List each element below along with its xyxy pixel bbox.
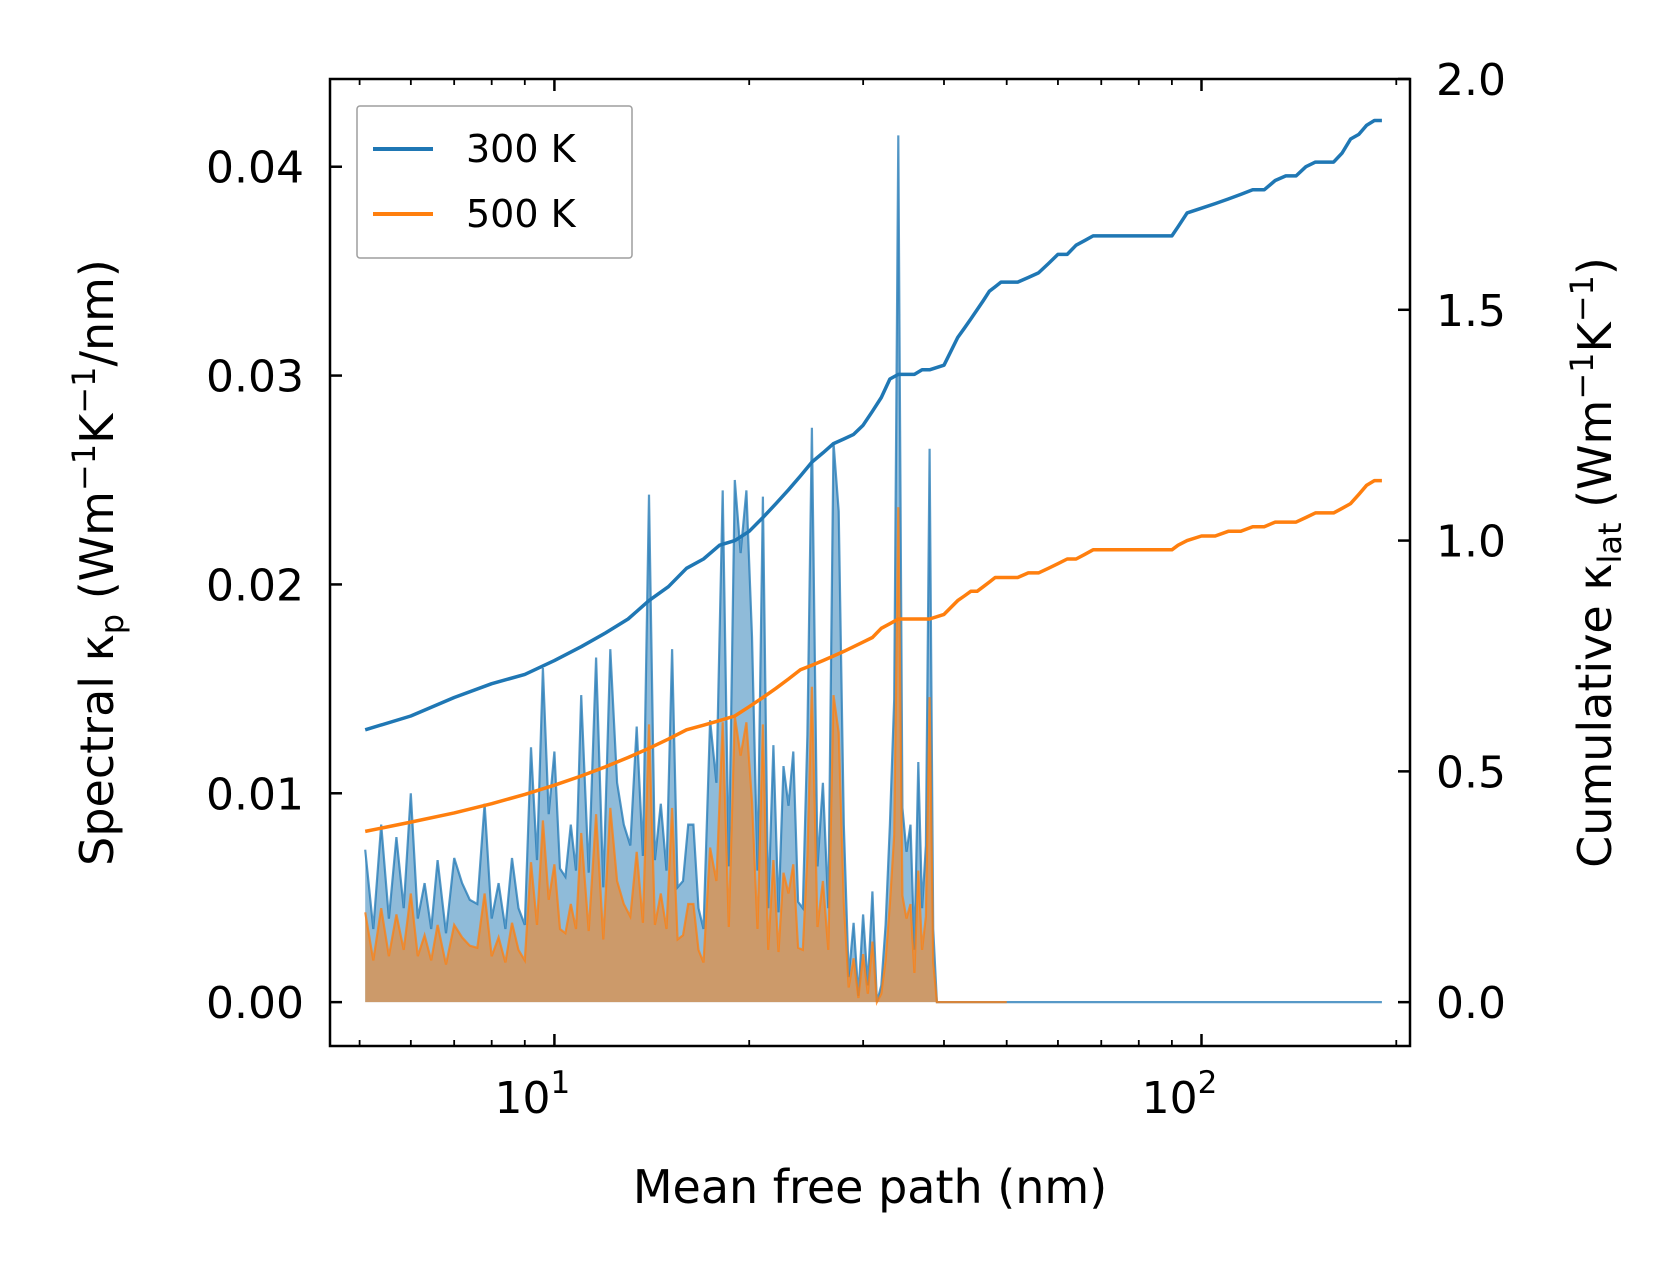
- y-right-tick-label: 2.0: [1436, 55, 1506, 106]
- legend-label-500k: 500 K: [466, 192, 577, 236]
- x-axis-label: Mean free path (nm): [633, 1160, 1107, 1214]
- y-axis-right-label: Cumulative κlat (Wm−1K−1): [1563, 257, 1629, 868]
- y-right-tick-label: 0.0: [1436, 978, 1506, 1029]
- y-left-tick-label: 0.00: [206, 978, 304, 1029]
- y-right-tick-label: 1.5: [1436, 286, 1506, 337]
- y-left-tick-label: 0.02: [206, 560, 304, 611]
- x-tick-label: 102: [1142, 1065, 1218, 1124]
- cumulative-line-500k: [364, 478, 1382, 834]
- y-right-tick-label: 0.5: [1436, 747, 1506, 798]
- y-left-tick-label: 0.01: [206, 769, 304, 820]
- tick-labels: 101 102 0.00 0.01 0.02 0.03 0.04 0.0 0.5 1.0 1.5 2.…: [206, 55, 1506, 1124]
- legend: 300 K 500 K: [356, 105, 633, 259]
- axis-ticks: [330, 77, 1410, 1046]
- axes-frame: [328, 77, 1412, 1048]
- spectral-area-300k: [365, 135, 1382, 1003]
- spectral-edge-500k: [364, 507, 1007, 1006]
- y-left-tick-label: 0.04: [206, 143, 304, 194]
- series-lines: [364, 118, 1382, 834]
- legend-box: [356, 105, 633, 259]
- x-tick-label: 101: [495, 1065, 571, 1124]
- plot-area: [364, 118, 1382, 1006]
- legend-label-300k: 300 K: [466, 127, 577, 171]
- y-axis-left-label: Spectral κp (Wm−1K−1/nm): [65, 259, 131, 866]
- spectral-fills: [364, 135, 1382, 1006]
- y-right-tick-label: 1.0: [1436, 517, 1506, 568]
- cumulative-line-300k: [364, 118, 1382, 732]
- y-left-tick-label: 0.03: [206, 352, 304, 403]
